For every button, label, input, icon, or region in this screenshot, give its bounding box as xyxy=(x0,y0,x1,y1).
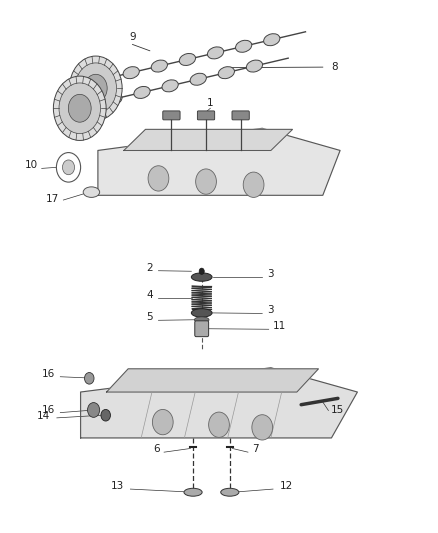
FancyBboxPatch shape xyxy=(198,111,215,120)
Ellipse shape xyxy=(134,86,150,99)
FancyBboxPatch shape xyxy=(195,321,208,337)
Circle shape xyxy=(63,160,74,175)
Polygon shape xyxy=(81,368,357,438)
Ellipse shape xyxy=(179,53,195,66)
Circle shape xyxy=(252,415,272,440)
Circle shape xyxy=(75,63,117,114)
Circle shape xyxy=(208,412,230,438)
Ellipse shape xyxy=(184,488,202,496)
Ellipse shape xyxy=(194,317,209,322)
Circle shape xyxy=(69,56,122,120)
Text: 1: 1 xyxy=(207,98,214,108)
Text: 16: 16 xyxy=(42,405,55,415)
Text: 12: 12 xyxy=(279,481,293,491)
Text: 10: 10 xyxy=(25,160,38,171)
Ellipse shape xyxy=(95,73,111,85)
Ellipse shape xyxy=(191,309,212,317)
Text: 7: 7 xyxy=(252,444,259,454)
Ellipse shape xyxy=(191,273,212,281)
Text: 16: 16 xyxy=(42,369,55,379)
Ellipse shape xyxy=(264,34,280,46)
Ellipse shape xyxy=(78,100,94,111)
Text: 9: 9 xyxy=(129,33,136,42)
Circle shape xyxy=(57,152,81,182)
Text: 8: 8 xyxy=(332,62,338,72)
Text: 15: 15 xyxy=(331,405,345,415)
FancyBboxPatch shape xyxy=(232,111,249,120)
Text: 3: 3 xyxy=(268,305,274,316)
Ellipse shape xyxy=(236,41,252,52)
Ellipse shape xyxy=(221,488,239,496)
Text: 2: 2 xyxy=(146,263,153,273)
Circle shape xyxy=(85,74,107,102)
Circle shape xyxy=(199,268,204,274)
Text: 17: 17 xyxy=(46,194,59,204)
Text: 13: 13 xyxy=(111,481,124,491)
Circle shape xyxy=(243,172,264,197)
Ellipse shape xyxy=(246,60,262,72)
Circle shape xyxy=(196,169,216,194)
Polygon shape xyxy=(106,369,318,392)
Circle shape xyxy=(148,166,169,191)
Circle shape xyxy=(101,409,110,421)
Circle shape xyxy=(85,373,94,384)
Text: 11: 11 xyxy=(273,321,286,332)
Ellipse shape xyxy=(218,67,234,79)
Ellipse shape xyxy=(190,73,206,85)
Text: 6: 6 xyxy=(153,444,159,454)
Ellipse shape xyxy=(208,47,224,59)
Circle shape xyxy=(152,409,173,435)
Ellipse shape xyxy=(83,187,100,197)
Text: 4: 4 xyxy=(146,289,153,300)
Circle shape xyxy=(59,83,100,134)
Circle shape xyxy=(68,94,91,122)
Ellipse shape xyxy=(123,67,139,79)
Text: 3: 3 xyxy=(268,269,274,279)
Ellipse shape xyxy=(151,60,167,72)
Circle shape xyxy=(88,402,100,417)
Polygon shape xyxy=(98,128,340,195)
Text: 14: 14 xyxy=(37,411,50,422)
Polygon shape xyxy=(124,130,293,150)
Text: 5: 5 xyxy=(146,312,153,322)
Circle shape xyxy=(53,76,106,140)
Ellipse shape xyxy=(162,80,178,92)
Ellipse shape xyxy=(106,93,122,105)
FancyBboxPatch shape xyxy=(163,111,180,120)
